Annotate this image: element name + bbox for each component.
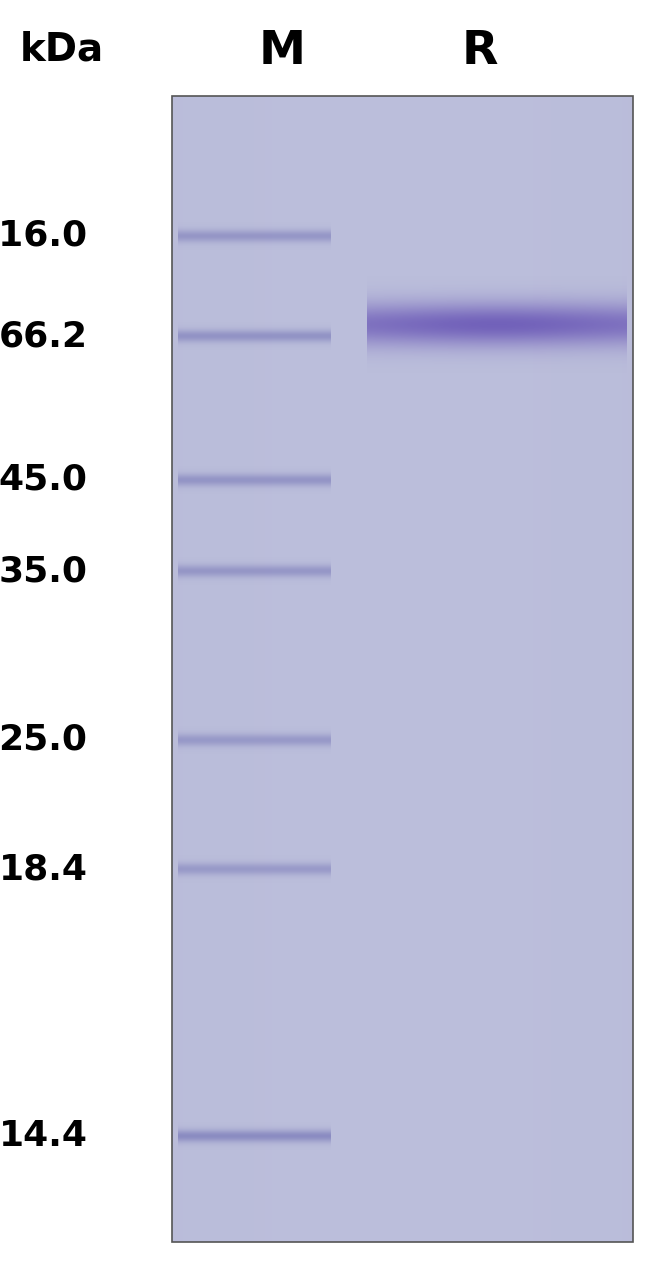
Text: 45.0: 45.0 (0, 463, 88, 497)
Text: kDa: kDa (19, 31, 104, 69)
Text: 25.0: 25.0 (0, 723, 88, 756)
Text: 18.4: 18.4 (0, 852, 88, 886)
Text: 116.0: 116.0 (0, 219, 88, 252)
Bar (172, 96, 633, 1242)
Text: 66.2: 66.2 (0, 320, 88, 353)
Text: 14.4: 14.4 (0, 1119, 88, 1153)
Text: R: R (462, 28, 498, 74)
Text: 35.0: 35.0 (0, 554, 88, 589)
Text: M: M (259, 28, 306, 74)
